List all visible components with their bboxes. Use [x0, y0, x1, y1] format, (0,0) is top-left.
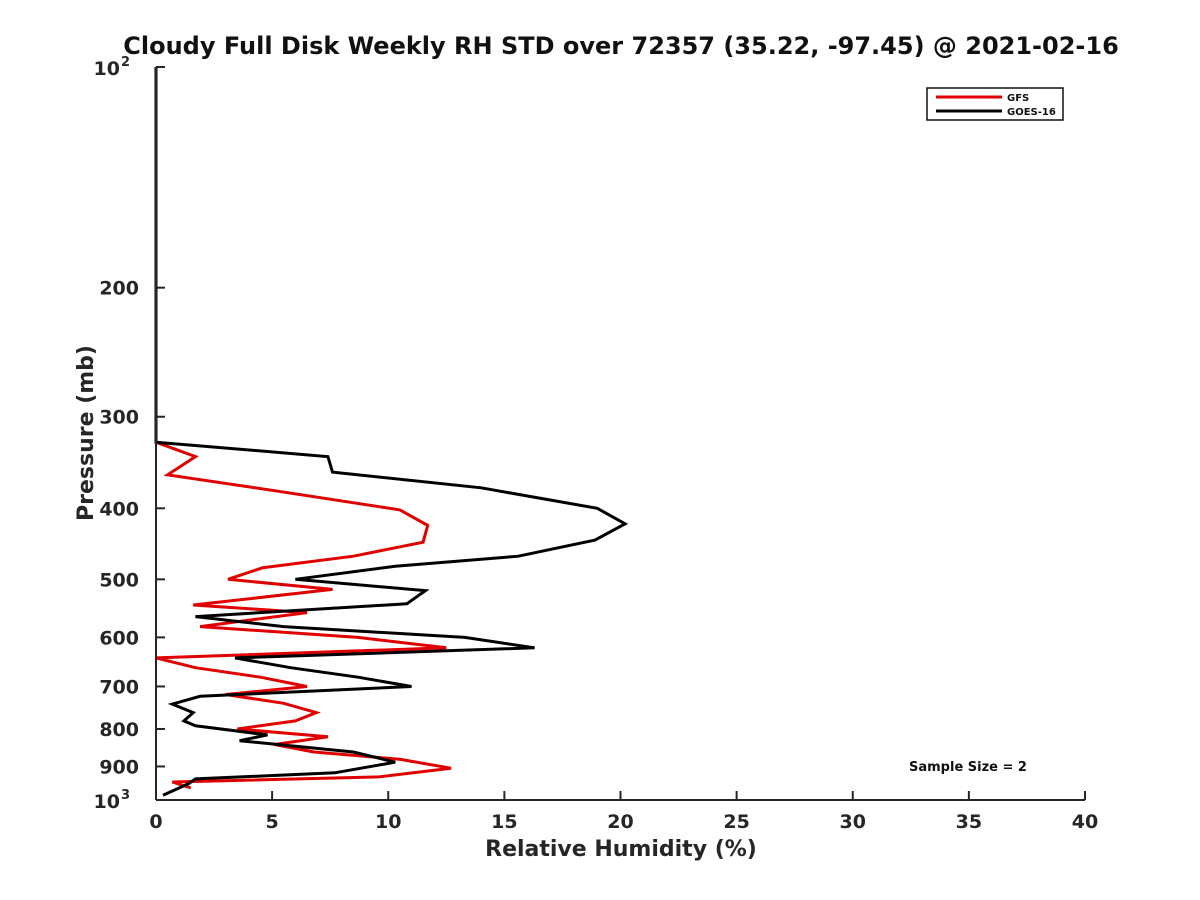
- y-tick-label: 200: [99, 278, 139, 300]
- x-tick-label: 5: [266, 811, 279, 833]
- y-tick-label: 500: [99, 569, 139, 591]
- y-tick-label: 900: [99, 756, 139, 778]
- series-line-gfs: [154, 67, 452, 790]
- legend-box: [926, 87, 1064, 121]
- x-axis-ticks: 0 5 10 15 20 25 30 35 40: [149, 791, 1098, 833]
- y-axis-label: Pressure (mb): [74, 345, 99, 521]
- y-tick-exponent: 3: [121, 788, 130, 803]
- y-tick-label: 10: [94, 791, 120, 813]
- series-line-goes16: [154, 67, 629, 797]
- chart-title: Cloudy Full Disk Weekly RH STD over 7235…: [123, 32, 1119, 60]
- y-tick-label: 10: [94, 58, 120, 80]
- legend-label-goes16: GOES-16: [1007, 107, 1056, 118]
- x-tick-label: 35: [956, 811, 982, 833]
- x-tick-label: 25: [723, 811, 749, 833]
- sample-size-annotation: Sample Size = 2: [909, 760, 1027, 775]
- legend-label-gfs: GFS: [1007, 93, 1029, 104]
- y-tick-label: 300: [99, 407, 139, 429]
- x-tick-label: 40: [1072, 811, 1098, 833]
- y-tick-label: 600: [99, 627, 139, 649]
- x-axis-label: Relative Humidity (%): [485, 837, 757, 862]
- y-tick-label: 800: [99, 719, 139, 741]
- legend: GFS GOES-16: [926, 87, 1064, 121]
- y-tick-label: 700: [99, 676, 139, 698]
- x-tick-label: 20: [607, 811, 633, 833]
- x-tick-label: 0: [149, 811, 162, 833]
- x-tick-label: 15: [491, 811, 517, 833]
- y-tick-exponent: 2: [121, 55, 130, 70]
- y-tick-label: 400: [99, 498, 139, 520]
- series-layer: [154, 67, 629, 797]
- x-tick-label: 30: [840, 811, 866, 833]
- x-tick-label: 10: [375, 811, 401, 833]
